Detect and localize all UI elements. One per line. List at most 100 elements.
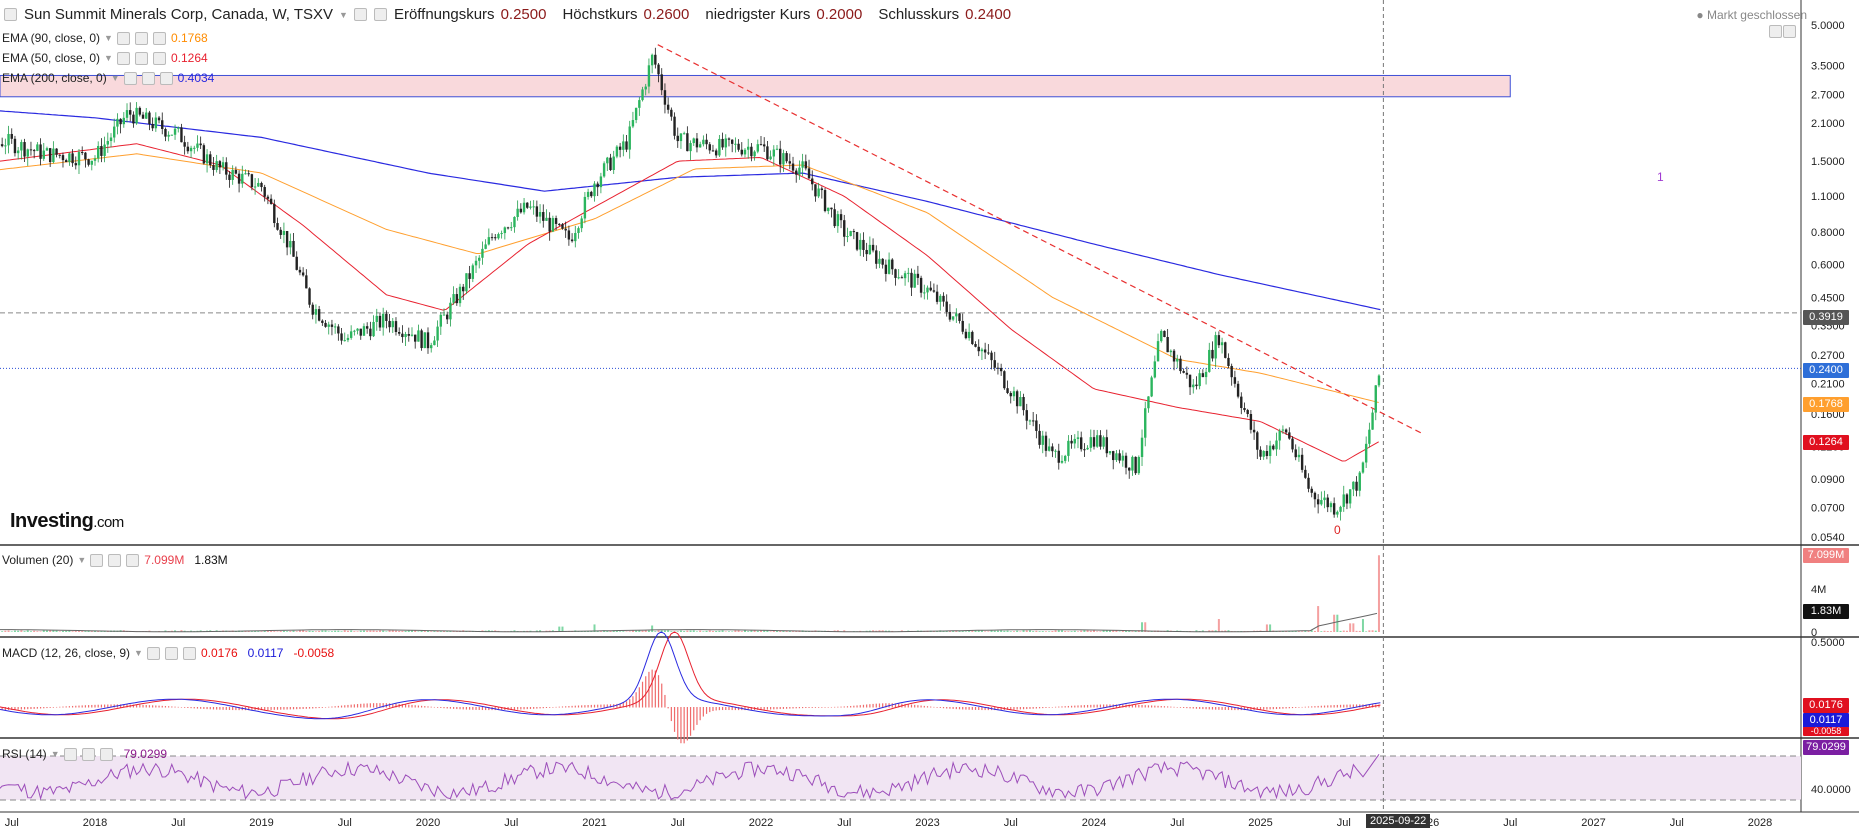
volume-bar	[324, 630, 327, 632]
macd-histogram-bar	[926, 706, 929, 708]
settings-icon[interactable]	[353, 8, 367, 21]
chevron-down-icon[interactable]: ▼	[110, 73, 120, 83]
eye-icon[interactable]	[123, 71, 137, 85]
candle-body	[209, 154, 212, 166]
macd-histogram-bar	[875, 703, 877, 708]
volume-tag: 7.099M	[1803, 548, 1849, 563]
macd-histogram-bar	[1349, 704, 1351, 708]
eye-icon[interactable]	[116, 51, 130, 65]
candle-body	[702, 139, 705, 145]
candle-body	[545, 217, 548, 221]
candle-body	[647, 65, 651, 87]
candle-body	[580, 218, 583, 229]
ema90-legend[interactable]: EMA (90, close, 0) ▼ 0.1768	[2, 31, 208, 45]
price-tick-label: 0.2100	[1811, 378, 1845, 390]
macd-legend[interactable]: MACD (12, 26, close, 9) ▼ 0.0176 0.0117 …	[2, 646, 334, 660]
close-icon[interactable]	[99, 747, 113, 761]
candle-body	[279, 229, 282, 235]
price-tick-label: 2.1000	[1811, 118, 1845, 130]
close-icon[interactable]	[159, 71, 173, 85]
macd-histogram-bar	[420, 705, 423, 708]
gear-icon[interactable]	[108, 553, 122, 567]
volume-legend[interactable]: Volumen (20) ▼ 7.099M 1.83M	[2, 553, 228, 567]
volume-bar	[708, 630, 711, 632]
close-icon[interactable]	[182, 646, 196, 660]
volume-bar	[4, 630, 7, 632]
macd-histogram-bar	[1186, 707, 1188, 709]
macd-histogram-bar	[1282, 707, 1284, 709]
eye-icon[interactable]	[116, 31, 130, 45]
gear-icon[interactable]	[134, 31, 148, 45]
volume-bar	[747, 631, 750, 632]
volume-bar	[1073, 630, 1076, 632]
candle-body	[529, 206, 532, 208]
macd-histogram-bar	[1202, 707, 1204, 710]
macd-histogram-bar	[517, 707, 519, 710]
macd-histogram-bar	[184, 707, 186, 708]
macd-histogram-bar	[651, 669, 653, 708]
volume-bar	[695, 631, 698, 632]
candle-body	[1198, 373, 1201, 387]
macd-histogram-bar	[1042, 707, 1044, 709]
close-icon[interactable]	[152, 51, 166, 65]
macd-histogram-bar	[20, 707, 22, 710]
arrow-icon[interactable]	[1783, 25, 1796, 39]
candle-body	[196, 143, 199, 148]
market-status: ● Markt geschlossen	[1696, 8, 1807, 22]
volume-bar	[1377, 555, 1380, 632]
macd-histogram-bar	[340, 705, 343, 708]
volume-bar	[1054, 630, 1057, 632]
chevron-down-icon[interactable]: ▼	[104, 33, 113, 43]
chart-controls[interactable]	[1769, 24, 1797, 39]
eye-icon[interactable]	[146, 646, 160, 660]
ema50-legend[interactable]: EMA (50, close, 0) ▼ 0.1264	[2, 51, 208, 65]
arrow-icon[interactable]	[1769, 25, 1782, 39]
close-icon[interactable]	[152, 31, 166, 45]
macd-histogram-bar	[55, 706, 58, 708]
close-icon[interactable]	[126, 553, 140, 567]
eye-icon[interactable]	[90, 553, 104, 567]
macd-histogram-bar	[625, 701, 628, 708]
macd-label: MACD (12, 26, close, 9)	[2, 646, 131, 660]
volume-bar	[1009, 631, 1012, 632]
gear-icon[interactable]	[134, 51, 148, 65]
macd-histogram-bar	[920, 705, 922, 708]
candle-body	[1297, 454, 1301, 458]
chevron-down-icon[interactable]: ▼	[50, 749, 60, 759]
rsi-label: RSI (14)	[2, 747, 47, 761]
chevron-down-icon[interactable]: ▼	[104, 53, 113, 63]
symbol-title[interactable]: Sun Summit Minerals Corp, Canada, W, TSX…	[24, 6, 334, 23]
candle-body	[801, 161, 804, 168]
chevron-down-icon[interactable]: ▼	[77, 555, 87, 565]
gear-icon[interactable]	[81, 747, 95, 761]
candle-body	[1217, 335, 1221, 346]
macd-histogram-bar	[1054, 706, 1057, 708]
volume-bar	[968, 631, 971, 632]
volume-bar	[327, 631, 330, 632]
macd-histogram-bar	[497, 707, 500, 711]
macd-histogram-bar	[222, 707, 224, 710]
gear-icon[interactable]	[141, 71, 155, 85]
candle-body	[1012, 391, 1016, 397]
chevron-down-icon[interactable]: ▼	[134, 648, 143, 658]
macd-histogram-bar	[81, 705, 83, 708]
eye-icon[interactable]	[63, 747, 77, 761]
macd-histogram-bar	[158, 705, 160, 708]
macd-histogram-bar	[907, 704, 909, 708]
macd-histogram-bar	[1211, 707, 1214, 710]
macd-histogram-bar	[818, 707, 820, 708]
volume-bar	[792, 631, 795, 632]
chevron-down-icon[interactable]: ▼	[339, 9, 348, 20]
volume-bar	[990, 630, 993, 632]
collapse-icon[interactable]	[4, 8, 17, 21]
gear-icon[interactable]	[164, 646, 178, 660]
ema200-legend[interactable]: EMA (200, close, 0) ▼ 0.4034	[2, 71, 214, 85]
visibility-icon[interactable]	[373, 8, 387, 21]
macd-tag: 0.0176	[1803, 698, 1849, 713]
volume-bar	[1006, 630, 1009, 632]
candle-body	[1156, 341, 1160, 362]
rsi-legend[interactable]: RSI (14) ▼ 79.0299	[2, 747, 167, 761]
candle-body	[891, 259, 894, 270]
macd-histogram-bar	[1307, 706, 1310, 708]
